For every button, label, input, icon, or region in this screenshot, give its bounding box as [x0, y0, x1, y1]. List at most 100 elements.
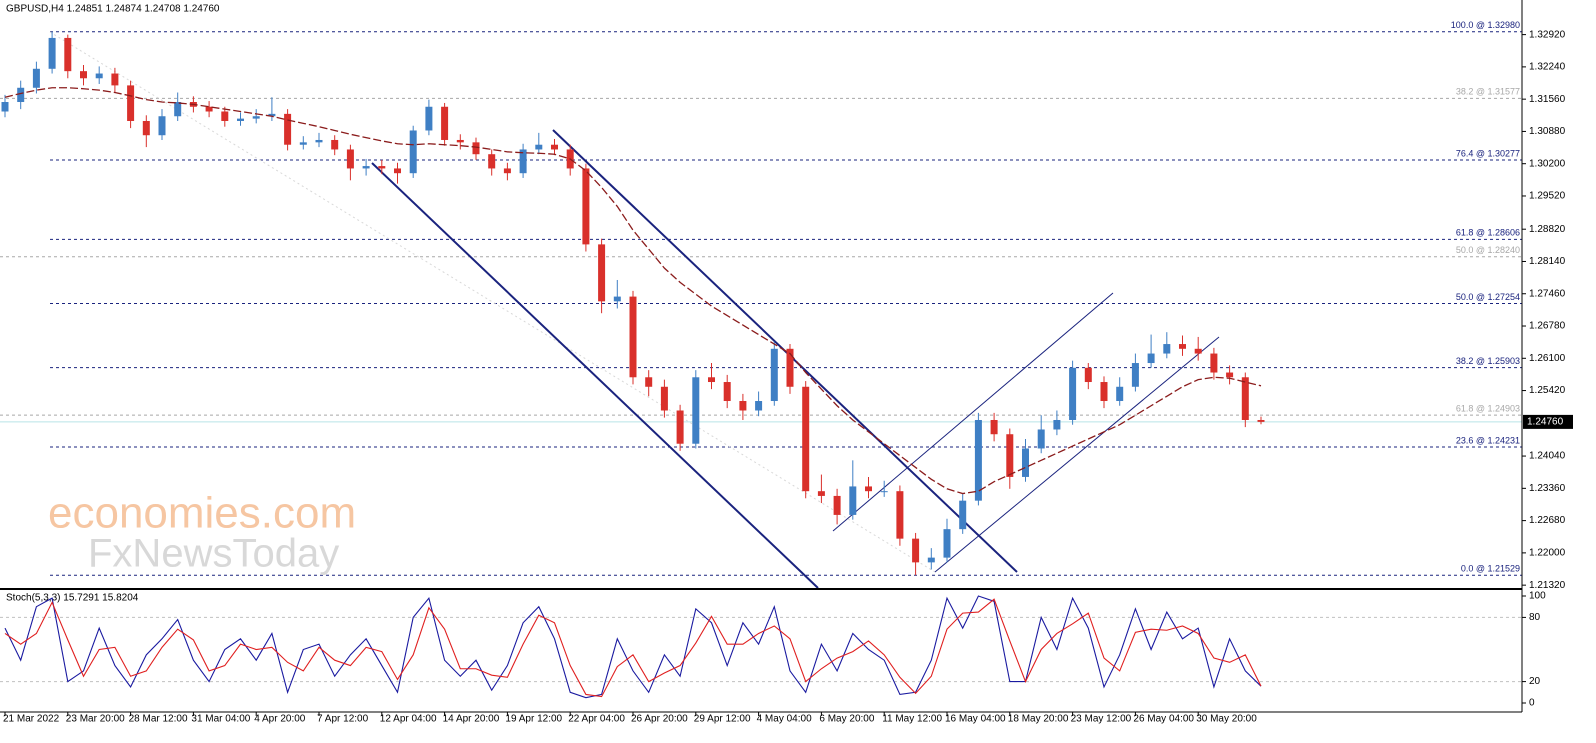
candle-body: [378, 166, 386, 169]
candle-body: [472, 142, 480, 155]
y-tick-label: 1.26100: [1529, 353, 1566, 364]
x-tick-label: 11 May 12:00: [882, 714, 942, 725]
candle-body: [519, 149, 527, 174]
candle-body: [284, 113, 292, 145]
candle-body: [441, 106, 449, 140]
candle-body: [80, 71, 87, 79]
x-tick-label: 4 Apr 20:00: [254, 714, 306, 725]
candle-body: [802, 386, 810, 492]
last-price-label: 1.24760: [1527, 417, 1564, 428]
channel-line: [832, 292, 1114, 532]
candle-body: [1053, 419, 1061, 430]
channel-line: [371, 162, 819, 589]
candle-body: [1226, 372, 1234, 378]
x-tick-label: 22 Apr 04:00: [568, 714, 625, 725]
candle-body: [598, 244, 606, 302]
candle-body: [17, 87, 25, 103]
x-tick-label: 26 May 04:00: [1133, 714, 1194, 725]
x-tick-label: 14 Apr 20:00: [443, 714, 500, 725]
x-tick-label: 26 Apr 20:00: [631, 714, 688, 725]
watermark: FxNewsToday: [88, 532, 339, 576]
candle-body: [205, 106, 213, 112]
candle-body: [817, 491, 825, 496]
candle-body: [535, 144, 543, 150]
last-price-box: [1523, 414, 1573, 429]
y-tick-label: 1.22000: [1529, 548, 1566, 559]
candle-body: [896, 491, 904, 539]
indicator-y-tick-label: 0: [1529, 698, 1535, 709]
y-tick-label: 1.32920: [1529, 29, 1566, 40]
candle-body: [111, 73, 119, 86]
candle-body: [409, 130, 417, 174]
fib-label: 38.2 @ 1.25903: [1456, 356, 1520, 366]
candle-body: [1194, 348, 1202, 354]
candle-body: [1100, 382, 1108, 402]
candle-body: [95, 73, 103, 79]
candle-body: [833, 495, 841, 515]
candle-body: [943, 529, 951, 558]
candle-body: [1179, 344, 1186, 349]
candle-body: [1084, 367, 1092, 383]
candle-body: [1037, 429, 1045, 449]
fib-label: 61.8 @ 1.24903: [1456, 403, 1520, 413]
candle-body: [959, 500, 967, 530]
candle-body: [252, 116, 260, 119]
background-layer: [0, 31, 1522, 576]
y-tick-label: 1.29520: [1529, 191, 1566, 202]
candle-body: [880, 491, 888, 493]
candle-body: [645, 377, 653, 387]
candle-body: [346, 149, 354, 169]
candle-body: [174, 102, 182, 117]
fib-label: 50.0 @ 1.28240: [1456, 245, 1520, 255]
candle-body: [660, 386, 668, 411]
watermark: economies.com: [48, 489, 356, 538]
y-tick-label: 1.22680: [1529, 515, 1566, 526]
y-tick-label: 1.24040: [1529, 451, 1566, 462]
candle-body: [142, 120, 150, 136]
candle-body: [786, 348, 794, 387]
candle-body: [1006, 434, 1014, 477]
x-tick-label: 18 May 20:00: [1008, 714, 1069, 725]
x-tick-label: 6 May 20:00: [819, 714, 874, 725]
x-tick-label: 4 May 04:00: [757, 714, 812, 725]
candle-body: [849, 486, 857, 515]
candle-body: [425, 106, 433, 131]
y-tick-label: 1.21320: [1529, 580, 1566, 591]
y-tick-label: 1.25420: [1529, 385, 1566, 396]
fib-label: 23.6 @ 1.24231: [1456, 435, 1520, 445]
candle-body: [488, 154, 496, 169]
candle-body: [1147, 353, 1155, 364]
x-tick-label: 12 Apr 04:00: [380, 714, 437, 725]
fib-label: 76.4 @ 1.30277: [1456, 148, 1520, 158]
y-tick-label: 1.28140: [1529, 256, 1566, 267]
x-tick-label: 16 May 04:00: [945, 714, 1006, 725]
x-tick-label: 31 Mar 04:00: [191, 714, 250, 725]
candle-body: [158, 116, 166, 136]
candle-body: [990, 419, 998, 435]
x-tick-label: 23 Mar 20:00: [66, 714, 125, 725]
candle-body: [755, 401, 763, 411]
candle-body: [582, 168, 590, 245]
candle-body: [912, 538, 920, 563]
indicator-y-tick-label: 20: [1529, 676, 1541, 687]
stochastic-line: [4, 598, 1262, 698]
candle-body: [268, 113, 276, 117]
candle-body: [723, 382, 731, 402]
candle-body: [1241, 377, 1249, 420]
candle-body: [1210, 353, 1218, 373]
y-tick-label: 1.26780: [1529, 321, 1566, 332]
candle-body: [456, 139, 464, 143]
x-tick-label: 23 May 12:00: [1071, 714, 1132, 725]
candle-body: [739, 401, 747, 411]
candle-body: [676, 410, 684, 444]
candle-body: [1, 102, 9, 112]
y-tick-label: 1.30880: [1529, 126, 1566, 137]
candle-body: [927, 557, 935, 563]
candle-body: [48, 37, 56, 69]
candle-body: [299, 142, 307, 145]
candle-body: [64, 37, 72, 72]
fib-label: 0.0 @ 1.21529: [1461, 564, 1520, 574]
y-tick-label: 1.30200: [1529, 158, 1566, 169]
